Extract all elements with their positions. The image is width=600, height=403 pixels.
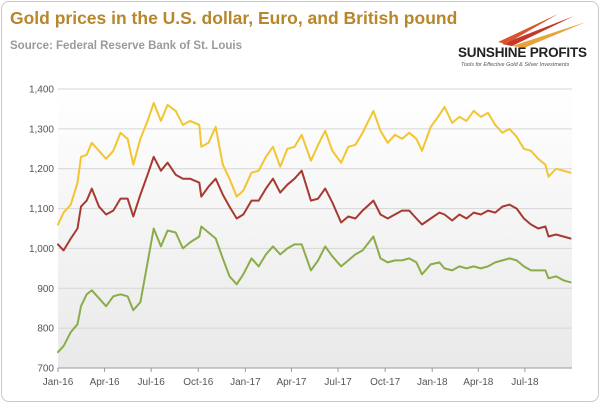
y-tick-label: 900 [37, 284, 54, 295]
x-tick-label: Oct-17 [370, 377, 400, 388]
series-line-2 [57, 155, 572, 252]
series-line-3 [57, 225, 572, 354]
x-tick-label: Apr-18 [463, 377, 493, 388]
logo-ray-orange [498, 14, 558, 44]
x-tick-label: Apr-16 [90, 377, 120, 388]
x-tick-label: Oct-16 [183, 377, 213, 388]
y-axis: 700 800 900 1,000 1,100 1,200 1,300 1,400 [29, 85, 54, 375]
x-tick-label: Jul-18 [511, 377, 539, 388]
y-tick-label: 1,100 [29, 204, 54, 215]
logo-tagline: Tools for Effective Gold & Silver Invest… [461, 62, 570, 68]
sun-rays-icon [498, 14, 586, 48]
chart-title: Gold prices in the U.S. dollar, Euro, an… [10, 8, 458, 28]
x-tick-label: Jan-16 [43, 377, 74, 388]
series-line-1 [57, 101, 572, 226]
x-tick-label: Jan-17 [230, 377, 261, 388]
logo-ray-gold [512, 22, 586, 48]
x-tick-label: Jul-16 [138, 377, 166, 388]
y-tick-label: 800 [37, 324, 54, 335]
x-tick-label: Jan-18 [417, 377, 448, 388]
y-tick-label: 1,300 [29, 124, 54, 135]
x-axis: Jan-16 Apr-16 Jul-16 Oct-16 Jan-17 Apr-17 Jul-… [43, 368, 539, 388]
x-tick-label: Apr-17 [276, 377, 306, 388]
y-tick-label: 1,200 [29, 164, 54, 175]
y-tick-label: 700 [37, 364, 54, 375]
y-tick-label: 1,000 [29, 244, 54, 255]
sunshine-profits-logo: SUNSHINE PROFITS Tools for Effective Gol… [454, 12, 594, 74]
logo-name: SUNSHINE PROFITS [458, 45, 587, 60]
chart-source: Source: Federal Reserve Bank of St. Loui… [10, 40, 242, 52]
y-tick-label: 1,400 [29, 85, 54, 96]
plot-area [58, 89, 572, 368]
logo-ray-red [502, 16, 574, 46]
x-tick-label: Jul-17 [324, 377, 352, 388]
series-lines [57, 101, 572, 354]
